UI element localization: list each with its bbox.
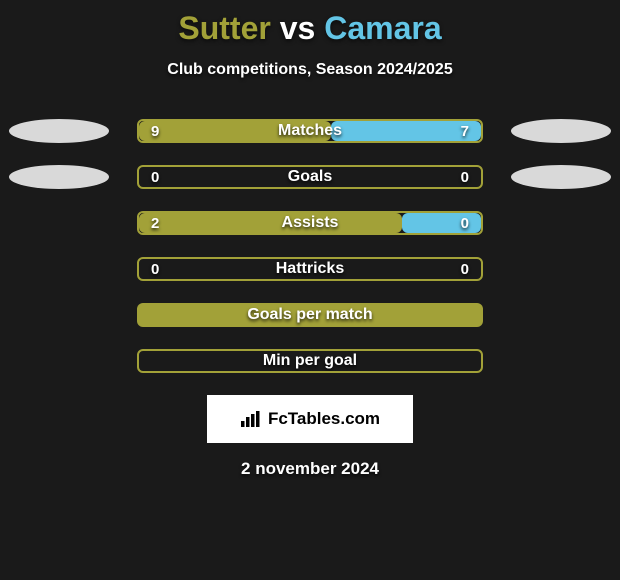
stat-row: 97Matches (0, 119, 620, 143)
comparison-title: Sutter vs Camara (0, 0, 620, 47)
left-chip (9, 165, 109, 189)
stat-bar-track: 20Assists (137, 211, 483, 235)
player1-name: Sutter (178, 10, 270, 46)
vs-separator: vs (280, 10, 316, 46)
stat-row: 00Hattricks (0, 257, 620, 281)
stat-bar-track: Min per goal (137, 349, 483, 373)
brand-text: FcTables.com (268, 409, 380, 429)
stat-label: Goals (139, 167, 481, 187)
stat-row: Min per goal (0, 349, 620, 373)
stat-bar-track: 97Matches (137, 119, 483, 143)
stat-row: 20Assists (0, 211, 620, 235)
stat-label: Matches (139, 121, 481, 141)
stats-section: 97Matches 00Goals 20Assists 00Hattricks Goal… (0, 119, 620, 373)
stat-bar-track: Goals per match (137, 303, 483, 327)
stat-row: Goals per match (0, 303, 620, 327)
stat-row: 00Goals (0, 165, 620, 189)
stat-label: Hattricks (139, 259, 481, 279)
brand-badge: FcTables.com (207, 395, 413, 443)
left-chip (9, 119, 109, 143)
bar-chart-icon (240, 410, 262, 428)
stat-label: Assists (139, 213, 481, 233)
stat-bar-track: 00Goals (137, 165, 483, 189)
date-text: 2 november 2024 (0, 459, 620, 479)
stat-label: Min per goal (139, 351, 481, 371)
stat-bar-track: 00Hattricks (137, 257, 483, 281)
right-chip (511, 165, 611, 189)
right-chip (511, 119, 611, 143)
stat-label: Goals per match (137, 303, 483, 327)
subtitle: Club competitions, Season 2024/2025 (0, 61, 620, 79)
player2-name: Camara (324, 10, 441, 46)
